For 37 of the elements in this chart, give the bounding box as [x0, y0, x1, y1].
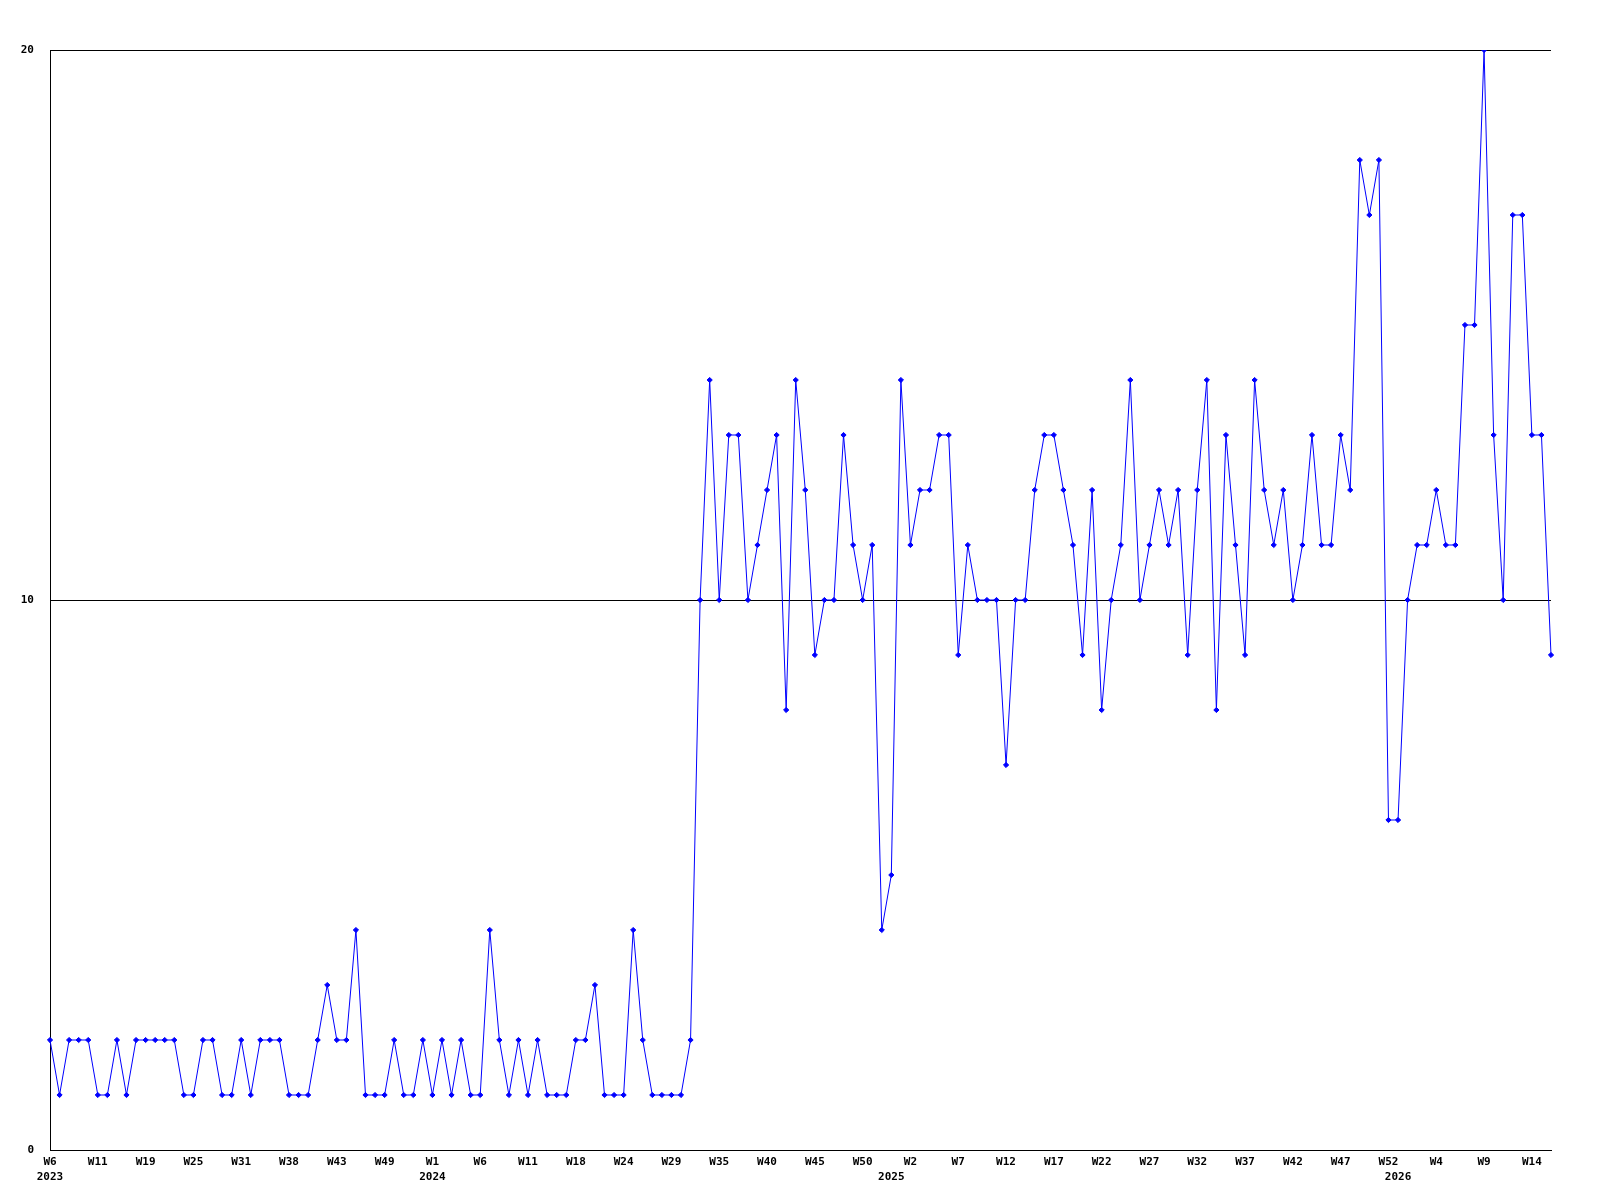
x-tick-label: W37	[1235, 1155, 1255, 1169]
x-tick-label: 2025	[878, 1170, 905, 1184]
x-tick-label: W45	[804, 1155, 825, 1169]
x-tick-label: W4	[1429, 1155, 1444, 1169]
x-tick-label: W1 2024	[419, 1155, 447, 1184]
x-tick-label: W32	[1187, 1155, 1208, 1169]
x-tick-label: W49	[374, 1155, 395, 1169]
x-tick-label: W12	[996, 1155, 1016, 1169]
x-tick-label: W9	[1477, 1155, 1491, 1169]
x-tick-label: W2	[903, 1155, 918, 1169]
x-tick-label: W22	[1091, 1155, 1112, 1169]
x-tick-label: W25	[183, 1155, 204, 1169]
x-tick-label: 2026	[1384, 1170, 1412, 1184]
y-tick-label: 20	[20, 42, 34, 56]
x-tick-label: W17	[1043, 1155, 1064, 1169]
x-tick-label: W19	[135, 1155, 156, 1169]
x-tick-label: W11	[518, 1155, 539, 1169]
x-tick-label: W42	[1282, 1155, 1303, 1169]
x-tick-label: W47	[1330, 1155, 1351, 1169]
x-tick-label: W14	[1521, 1155, 1543, 1169]
x-tick-label: W35	[709, 1155, 730, 1169]
x-tick-label: W11	[87, 1155, 109, 1169]
x-tick-label: W6 2023	[36, 1155, 64, 1184]
x-tick-label: W24	[613, 1155, 634, 1169]
x-tick-label: W29	[661, 1155, 682, 1169]
y-tick-label: 10	[20, 592, 34, 606]
x-tick-label: W7	[951, 1155, 965, 1169]
x-tick-label: W6	[473, 1155, 488, 1169]
x-tick-label: W50	[852, 1155, 873, 1169]
x-tick-label: W38	[279, 1155, 299, 1169]
x-tick-label: W52	[1378, 1155, 1399, 1169]
x-tick-label: W27	[1139, 1155, 1160, 1169]
x-tick-label: W43	[326, 1155, 347, 1169]
x-tick-label: W18	[565, 1155, 586, 1169]
x-tick-label: W31	[231, 1155, 252, 1169]
y-tick-label: 0	[27, 1142, 34, 1156]
x-tick-label: W40	[757, 1155, 777, 1169]
